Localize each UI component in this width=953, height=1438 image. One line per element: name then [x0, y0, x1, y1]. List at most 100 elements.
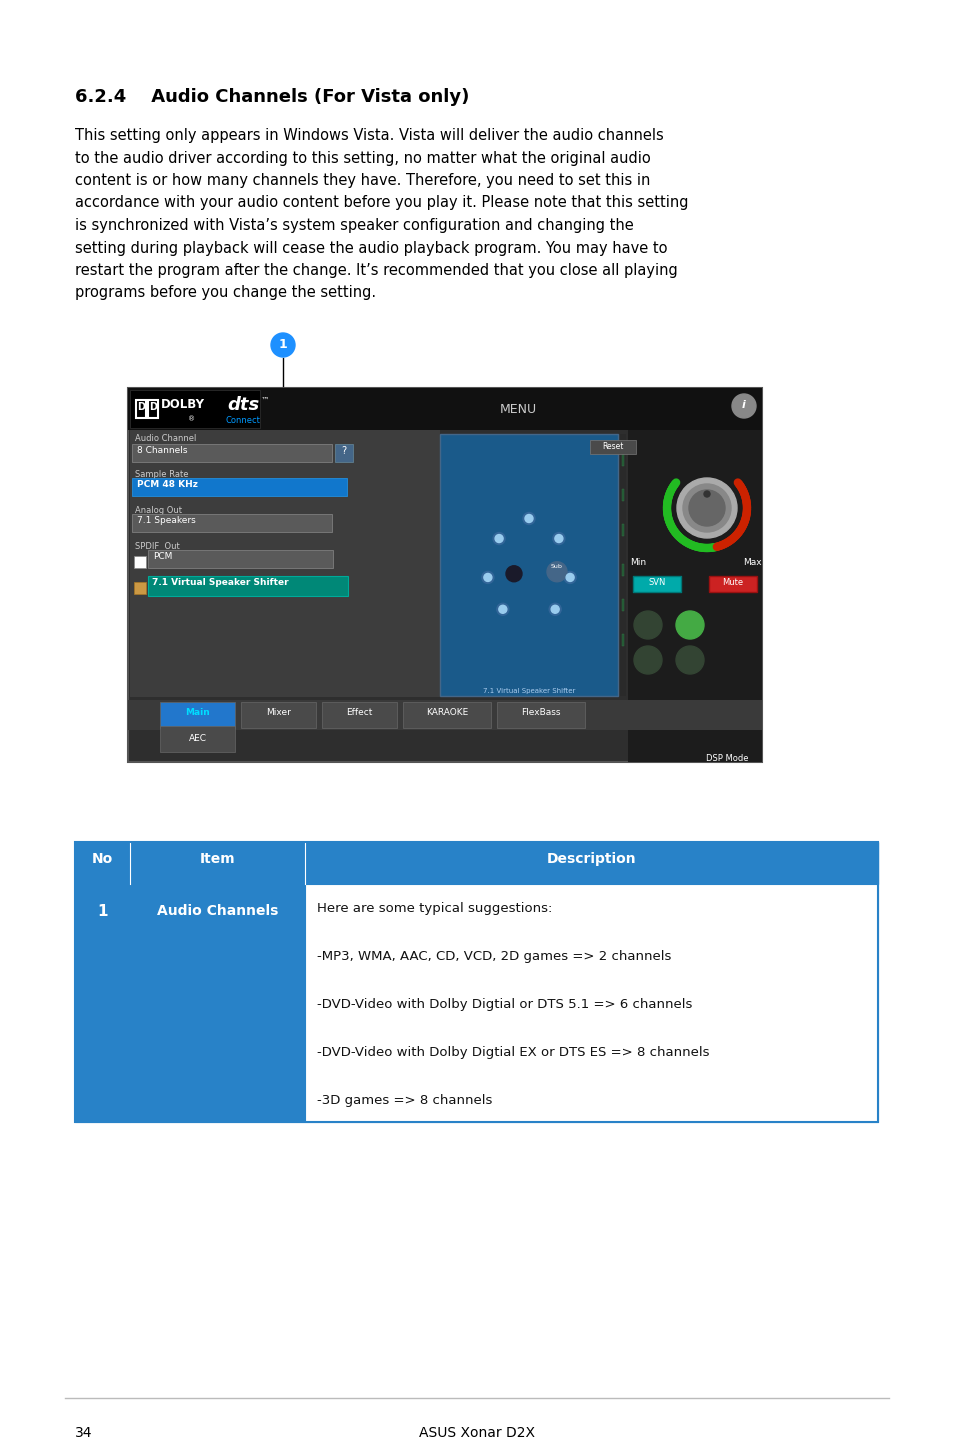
Text: Here are some typical suggestions:: Here are some typical suggestions:	[316, 902, 552, 915]
Text: D: D	[137, 403, 145, 413]
Text: Connect: Connect	[225, 416, 260, 426]
Bar	[402, 702, 491, 728]
Circle shape	[524, 515, 533, 522]
Bar	[439, 434, 618, 696]
Text: Mute: Mute	[721, 578, 742, 587]
Text: Sub: Sub	[551, 564, 562, 569]
Text: dts: dts	[227, 395, 259, 414]
Bar	[322, 702, 396, 728]
Text: Audio Channel: Audio Channel	[135, 434, 196, 443]
Text: 7.1 Virtual Speaker Shifter: 7.1 Virtual Speaker Shifter	[152, 578, 289, 587]
Bar	[130, 884, 305, 1122]
Text: -3D games => 8 channels: -3D games => 8 channels	[316, 1094, 492, 1107]
Text: AEC: AEC	[189, 733, 207, 743]
Text: Min: Min	[629, 558, 645, 567]
Circle shape	[549, 604, 560, 615]
Circle shape	[703, 490, 709, 498]
Bar	[619, 434, 625, 696]
Circle shape	[497, 604, 508, 615]
Circle shape	[555, 535, 562, 542]
Bar	[148, 400, 158, 418]
Text: 6.2.4    Audio Channels (For Vista only): 6.2.4 Audio Channels (For Vista only)	[75, 88, 469, 106]
Bar	[589, 440, 636, 454]
Text: ™: ™	[261, 395, 269, 406]
Text: -DVD-Video with Dolby Digtial EX or DTS ES => 8 channels: -DVD-Video with Dolby Digtial EX or DTS …	[316, 1045, 709, 1058]
Text: D: D	[149, 403, 157, 413]
Text: DOLBY: DOLBY	[161, 398, 205, 411]
Text: 7.1 Speakers: 7.1 Speakers	[137, 516, 195, 525]
Bar	[633, 577, 680, 592]
Text: to the audio driver according to this setting, no matter what the original audio: to the audio driver according to this se…	[75, 151, 650, 165]
Bar	[128, 388, 761, 762]
Text: setting during playback will cease the audio playback program. You may have to: setting during playback will cease the a…	[75, 240, 667, 256]
Bar	[627, 430, 761, 762]
Circle shape	[688, 490, 724, 526]
Bar	[305, 884, 877, 1122]
Text: -MP3, WMA, AAC, CD, VCD, 2D games => 2 channels: -MP3, WMA, AAC, CD, VCD, 2D games => 2 c…	[316, 951, 671, 963]
Bar	[497, 702, 584, 728]
Circle shape	[493, 532, 504, 545]
Text: 1: 1	[97, 905, 108, 919]
Bar	[132, 513, 332, 532]
Circle shape	[676, 646, 703, 674]
Text: 7.1 Virtual Speaker Shifter: 7.1 Virtual Speaker Shifter	[482, 687, 575, 695]
Bar	[132, 444, 332, 462]
Text: Item: Item	[199, 851, 235, 866]
Circle shape	[505, 565, 521, 582]
Text: i: i	[741, 400, 745, 410]
Circle shape	[565, 574, 574, 581]
Bar	[148, 549, 333, 568]
Bar	[708, 577, 757, 592]
Text: SVN: SVN	[648, 578, 665, 587]
Circle shape	[563, 571, 576, 584]
Bar	[160, 702, 234, 728]
Bar	[621, 634, 623, 646]
Text: DSP Mode: DSP Mode	[705, 754, 747, 764]
Text: PCM: PCM	[152, 552, 172, 561]
Bar	[621, 523, 623, 536]
Circle shape	[676, 611, 703, 638]
Text: Max: Max	[741, 558, 760, 567]
Text: 34: 34	[75, 1426, 92, 1438]
Text: Mixer: Mixer	[266, 707, 291, 718]
Text: 8 Channels: 8 Channels	[137, 446, 188, 454]
Bar	[133, 557, 146, 568]
Text: Main: Main	[185, 707, 210, 718]
Text: This setting only appears in Windows Vista. Vista will deliver the audio channel: This setting only appears in Windows Vis…	[75, 128, 663, 142]
Text: Reset: Reset	[601, 441, 623, 452]
Circle shape	[271, 334, 294, 357]
Text: ?: ?	[341, 446, 346, 456]
Circle shape	[546, 562, 566, 582]
Text: ®: ®	[188, 416, 195, 421]
Text: FlexBass: FlexBass	[520, 707, 560, 718]
Circle shape	[731, 394, 755, 418]
Text: Analog Out: Analog Out	[135, 506, 182, 515]
Text: No: No	[91, 851, 113, 866]
Text: restart the program after the change. It’s recommended that you close all playin: restart the program after the change. It…	[75, 263, 677, 278]
Text: ASUS Xonar D2X: ASUS Xonar D2X	[418, 1426, 535, 1438]
Circle shape	[634, 646, 661, 674]
Bar	[128, 700, 761, 731]
Circle shape	[498, 605, 506, 613]
Text: Effect: Effect	[346, 707, 373, 718]
Circle shape	[483, 574, 492, 581]
Text: -DVD-Video with Dolby Digtial or DTS 5.1 => 6 channels: -DVD-Video with Dolby Digtial or DTS 5.1…	[316, 998, 692, 1011]
Circle shape	[551, 605, 558, 613]
Bar	[130, 390, 260, 429]
Text: content is or how many channels they have. Therefore, you need to set this in: content is or how many channels they hav…	[75, 173, 650, 188]
Text: programs before you change the setting.: programs before you change the setting.	[75, 286, 375, 301]
Bar	[148, 577, 348, 595]
Text: KARAOKE: KARAOKE	[425, 707, 468, 718]
Bar	[132, 477, 347, 496]
Circle shape	[682, 485, 730, 532]
Bar	[621, 489, 623, 500]
Bar	[621, 454, 623, 466]
Circle shape	[677, 477, 737, 538]
Bar	[133, 582, 146, 594]
Circle shape	[522, 512, 535, 525]
Text: Sample Rate: Sample Rate	[135, 470, 189, 479]
Circle shape	[634, 611, 661, 638]
Bar	[621, 564, 623, 577]
Bar	[335, 444, 353, 462]
Bar	[136, 400, 146, 418]
